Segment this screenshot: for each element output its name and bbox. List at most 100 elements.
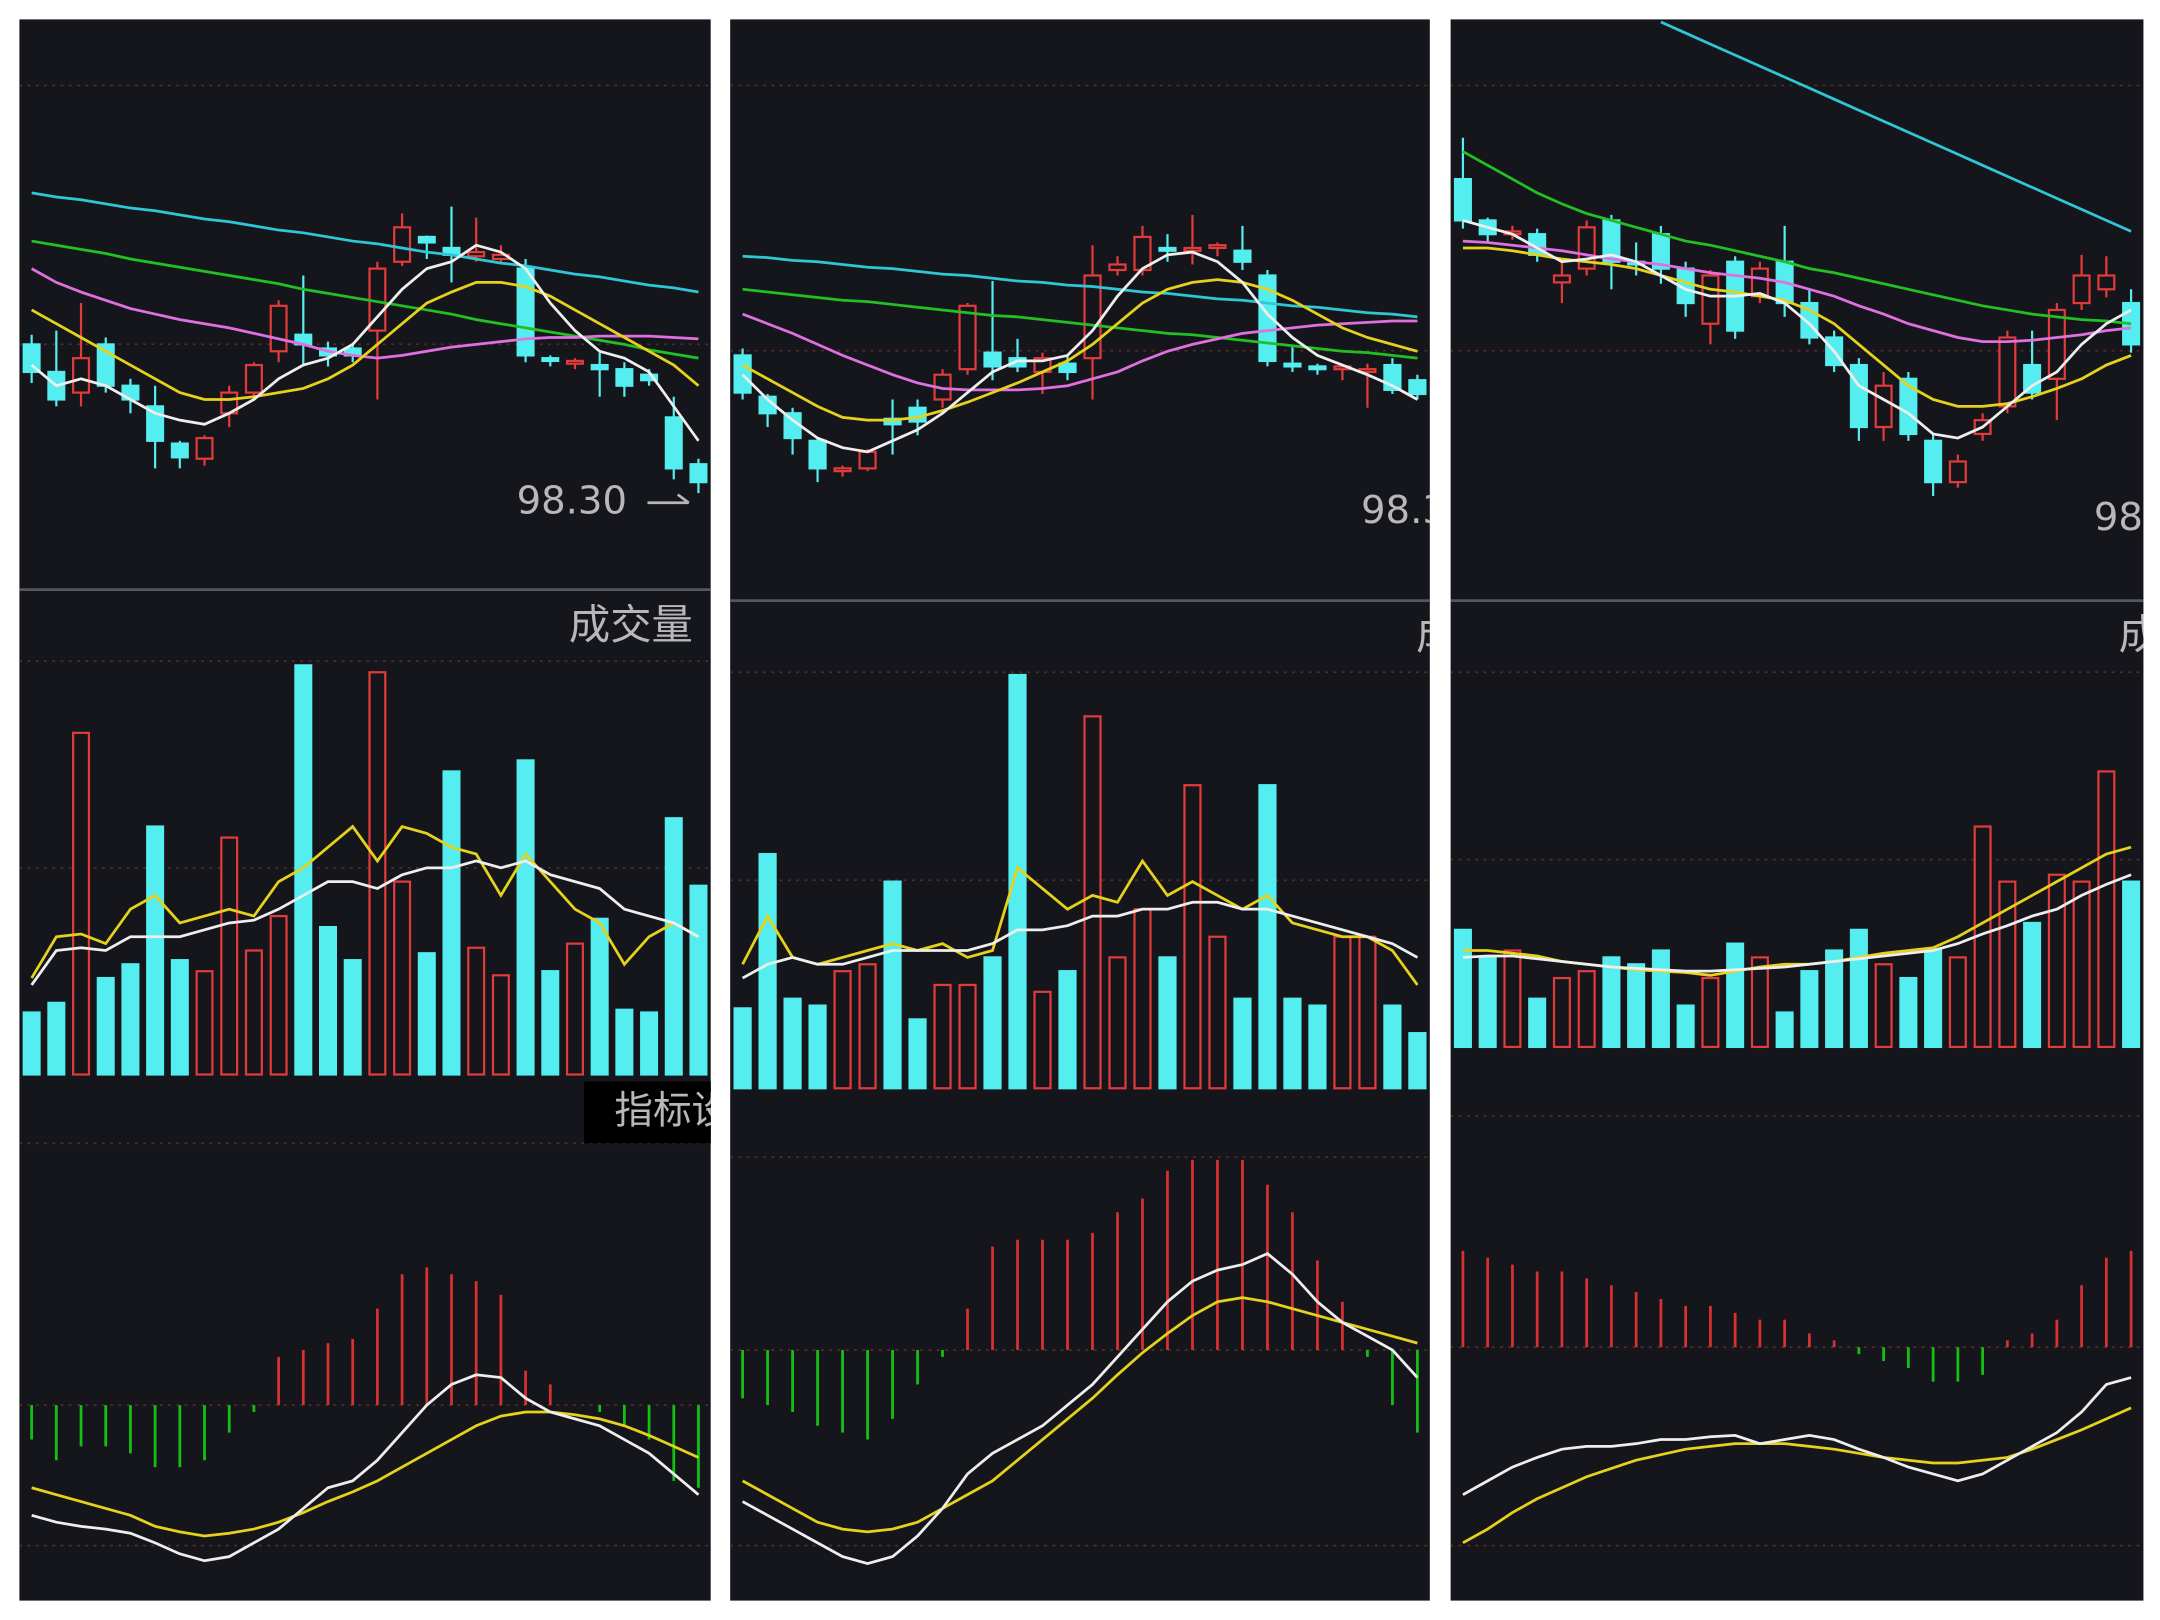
volume-bar (1948, 956, 1967, 1049)
candle-body (858, 450, 877, 470)
volume-bar (1258, 784, 1277, 1090)
volume-bar (2122, 880, 2141, 1049)
moving-average-line (1462, 239, 2132, 344)
volume-bar (1183, 784, 1202, 1090)
candle-body (170, 442, 189, 459)
candle-body (195, 436, 214, 460)
volume-bar (1358, 935, 1377, 1090)
candle-body (958, 304, 977, 371)
volume-bar (1408, 1032, 1427, 1090)
moving-average-line (741, 278, 1418, 422)
volume-bar (1233, 997, 1252, 1090)
candle-body (833, 467, 852, 473)
volume-bar (565, 942, 584, 1076)
volume-bar (1083, 715, 1102, 1090)
volume-bar (1775, 1011, 1794, 1049)
volume-bar (2023, 921, 2042, 1049)
candle-body (1924, 439, 1943, 484)
candle-body (1233, 249, 1252, 263)
macd-line (31, 1373, 700, 1563)
volume-bar (1453, 928, 1472, 1049)
candle-body (689, 463, 708, 484)
volume-bar (1528, 997, 1547, 1049)
candle-body (1308, 365, 1327, 371)
price-label: 98.30 (1361, 488, 1471, 533)
volume-label: 成交量 (2119, 611, 2160, 659)
volume-bar (1726, 942, 1745, 1049)
volume-bar (170, 959, 189, 1076)
volume-bar (121, 963, 140, 1076)
candle-body (1874, 384, 1893, 429)
volume-bar (318, 925, 338, 1076)
volume-bar (1308, 1004, 1327, 1090)
volume-bar (1750, 956, 1769, 1049)
volume-bar (1602, 956, 1621, 1049)
price-label: 98.30 (2094, 495, 2160, 540)
panel-background (730, 19, 1430, 1601)
moving-average-line (30, 281, 700, 401)
candle-body (244, 363, 263, 394)
candle-body (1183, 246, 1202, 252)
candle-body (733, 354, 752, 394)
candle-body (1552, 274, 1571, 284)
volume-bar (244, 949, 263, 1076)
macd-line (31, 1410, 700, 1538)
volume-bar (640, 1011, 659, 1076)
volume-bar (72, 731, 91, 1076)
price-arrow-head (676, 493, 690, 504)
volume-bar (1924, 949, 1943, 1049)
candle-body (1083, 274, 1102, 360)
volume-bar (933, 983, 952, 1090)
candle-body (1208, 244, 1227, 250)
candle-body (1158, 246, 1177, 252)
volume-bar (615, 1008, 634, 1076)
candle-body (664, 416, 683, 470)
volume-bar (1651, 949, 1670, 1049)
candle-body (808, 439, 827, 470)
volume-bar (1874, 963, 1893, 1049)
volume-average-line (1462, 873, 2132, 973)
volume-bar (1825, 949, 1844, 1049)
volume-average-line (30, 824, 700, 979)
candle-body (1701, 274, 1720, 325)
volume-bar (442, 770, 461, 1076)
volume-bar (733, 1007, 752, 1090)
volume-bar (146, 825, 165, 1076)
volume-bar (491, 974, 510, 1076)
candle-body (1849, 363, 1868, 429)
panel: 98.30 成交量 (1450, 19, 2160, 1601)
candle-body (1058, 362, 1077, 374)
volume-average-line (741, 858, 1419, 986)
candle-body (2047, 308, 2066, 380)
volume-bar (1058, 970, 1077, 1090)
volume-bar (541, 970, 560, 1076)
volume-bar (2047, 873, 2066, 1049)
volume-bar (1676, 1004, 1695, 1049)
volume-bar (983, 956, 1002, 1090)
volume-bar (883, 880, 902, 1090)
volume-bar (195, 970, 214, 1076)
volume-bar (808, 1004, 827, 1090)
volume-bar (1108, 956, 1127, 1090)
volume-bar (1033, 990, 1052, 1090)
volume-bar (220, 836, 239, 1076)
candle-body (1258, 274, 1277, 363)
indicator-box (584, 1081, 711, 1144)
candle-body (1453, 177, 1472, 222)
volume-bar (908, 1018, 927, 1090)
volume-bar (2097, 770, 2116, 1049)
volume-average-line (741, 900, 1419, 980)
price-label: 98.30 (517, 478, 627, 523)
panel-background (19, 19, 711, 1601)
moving-average-line (31, 191, 699, 294)
volume-bar (1283, 997, 1302, 1090)
volume-bar (1158, 956, 1177, 1090)
volume-bar (958, 983, 977, 1090)
volume-bar (1383, 1004, 1402, 1090)
candle-body (1108, 263, 1127, 272)
candle-body (2097, 274, 2116, 291)
candle-body (72, 357, 91, 394)
volume-bar (1133, 908, 1152, 1090)
